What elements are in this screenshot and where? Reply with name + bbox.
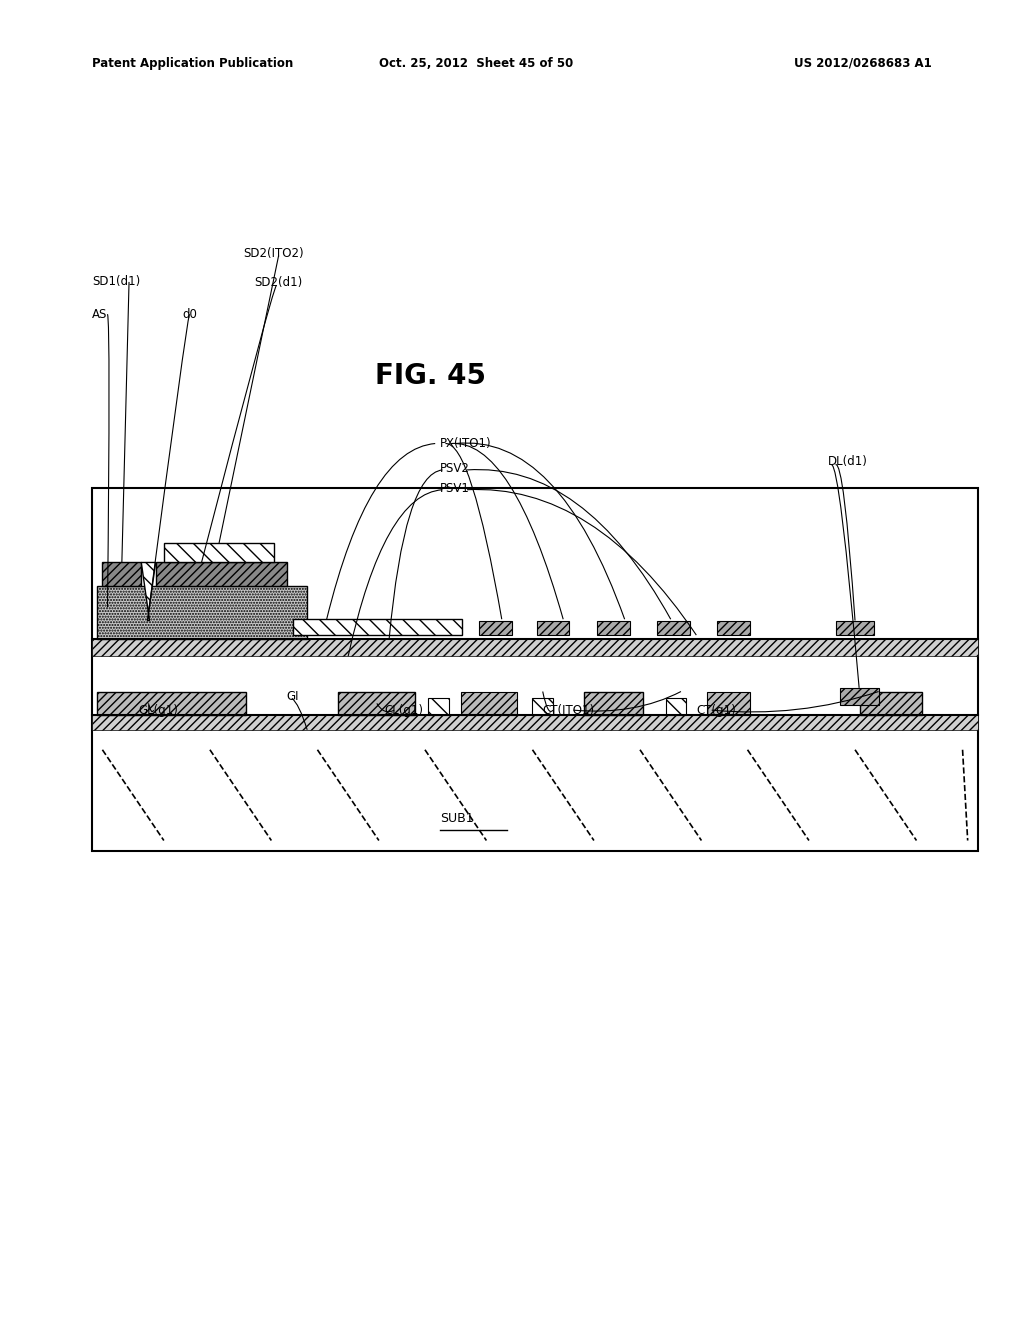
Bar	[92, 488, 978, 851]
Bar	[92, 715, 978, 730]
Bar	[584, 692, 643, 715]
Text: Oct. 25, 2012  Sheet 45 of 50: Oct. 25, 2012 Sheet 45 of 50	[379, 57, 573, 70]
Bar	[97, 586, 307, 639]
Bar	[97, 692, 246, 715]
Text: CT(g1): CT(g1)	[696, 704, 736, 717]
Text: AS: AS	[92, 308, 108, 321]
Text: SD2(d1): SD2(d1)	[254, 276, 302, 289]
Bar	[666, 698, 686, 715]
Text: GI: GI	[287, 690, 299, 704]
Bar	[597, 620, 630, 635]
Text: FIG. 45: FIG. 45	[375, 362, 485, 391]
Text: CT(ITO1): CT(ITO1)	[543, 704, 595, 717]
Text: SD2(ITO2): SD2(ITO2)	[244, 247, 304, 260]
Bar	[717, 620, 750, 635]
Text: DL(d1): DL(d1)	[827, 455, 867, 469]
Text: US 2012/0268683 A1: US 2012/0268683 A1	[794, 57, 932, 70]
Text: PSV2: PSV2	[440, 462, 470, 475]
Text: Patent Application Publication: Patent Application Publication	[92, 57, 294, 70]
Bar	[860, 692, 922, 715]
Bar	[657, 620, 690, 635]
Polygon shape	[141, 562, 156, 620]
Text: PSV1: PSV1	[440, 482, 470, 495]
Bar	[479, 620, 512, 635]
Bar	[293, 619, 462, 635]
Bar	[102, 562, 141, 586]
Text: SD1(d1): SD1(d1)	[92, 275, 140, 288]
Text: d0: d0	[182, 308, 198, 321]
Text: CL(g1): CL(g1)	[384, 704, 423, 717]
Bar	[428, 698, 449, 715]
Bar	[461, 692, 517, 715]
Bar	[537, 620, 569, 635]
Bar	[338, 692, 415, 715]
Bar	[840, 688, 879, 705]
Text: SUB1: SUB1	[440, 812, 474, 825]
Bar	[156, 562, 287, 586]
Bar	[532, 698, 553, 715]
Bar	[164, 543, 274, 562]
Text: GL(g1): GL(g1)	[138, 704, 178, 717]
Bar	[92, 639, 978, 656]
Text: PX(ITO1): PX(ITO1)	[440, 437, 492, 450]
Bar	[836, 620, 874, 635]
Bar	[707, 692, 750, 715]
